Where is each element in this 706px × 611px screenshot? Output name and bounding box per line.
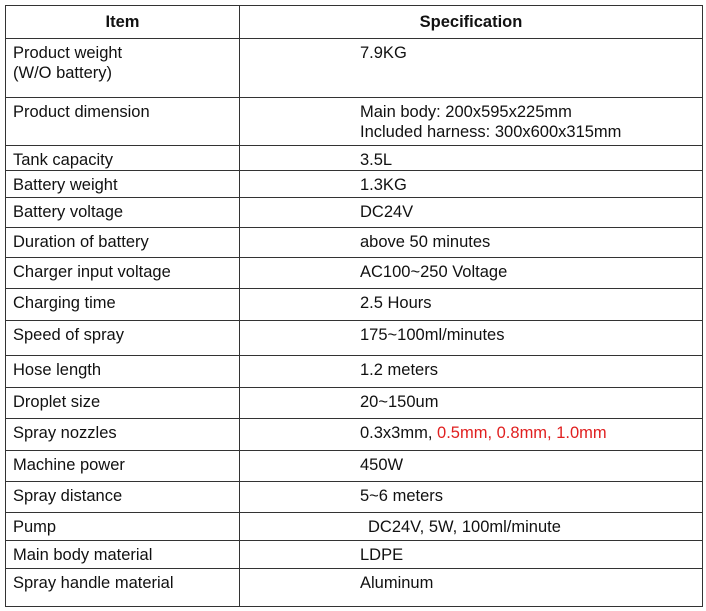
item-label: Main body material bbox=[13, 546, 153, 564]
spec-cell: 5~6 meters bbox=[239, 481, 703, 513]
spec-cell: DC24V bbox=[239, 197, 703, 228]
item-cell: Product weight (W/O battery) bbox=[5, 38, 240, 98]
item-cell: Droplet size bbox=[5, 387, 240, 419]
spec-value: 3.5L bbox=[360, 151, 393, 169]
spec-value-highlight: 0.5mm, 0.8mm, 1.0mm bbox=[437, 424, 607, 442]
spec-cell: 20~150um bbox=[239, 387, 703, 419]
item-cell: Machine power bbox=[5, 450, 240, 482]
item-cell: Product dimension bbox=[5, 97, 240, 146]
table-row: Tank capacity 3.5L bbox=[5, 145, 703, 171]
spec-cell: 2.5 Hours bbox=[239, 288, 703, 321]
spec-cell: 1.2 meters bbox=[239, 355, 703, 388]
table-row: Spray nozzles 0.3x3mm, 0.5mm, 0.8mm, 1.0m… bbox=[5, 418, 703, 451]
spec-value: DC24V, 5W, 100ml/minute bbox=[368, 518, 561, 536]
spec-cell: above 50 minutes bbox=[239, 227, 703, 258]
item-label: Battery weight bbox=[13, 176, 118, 194]
item-cell: Spray handle material bbox=[5, 568, 240, 607]
spec-value: 0.3x3mm, bbox=[360, 424, 438, 442]
table-row: Droplet size 20~150um bbox=[5, 387, 703, 419]
table-row: Battery weight 1.3KG bbox=[5, 170, 703, 198]
item-label: Charging time bbox=[13, 294, 116, 312]
spec-value: AC100~250 Voltage bbox=[360, 263, 508, 281]
item-label: Pump bbox=[13, 518, 57, 536]
item-label: Speed of spray bbox=[13, 326, 124, 344]
table-row: Battery voltage DC24V bbox=[5, 197, 703, 228]
item-label: Charger input voltage bbox=[13, 263, 171, 281]
item-cell: Speed of spray bbox=[5, 320, 240, 356]
spec-cell: 450W bbox=[239, 450, 703, 482]
table-row: Charger input voltage AC100~250 Voltage bbox=[5, 257, 703, 289]
item-cell: Tank capacity bbox=[5, 145, 240, 171]
spec-value: 175~100ml/minutes bbox=[360, 326, 505, 344]
spec-value: Main body: 200x595x225mm bbox=[360, 103, 572, 121]
item-label: Machine power bbox=[13, 456, 125, 474]
specification-table: Item Specification Product weight (W/O b… bbox=[5, 5, 703, 607]
item-cell: Duration of battery bbox=[5, 227, 240, 258]
spec-cell: DC24V, 5W, 100ml/minute bbox=[239, 512, 703, 541]
header-row: Item Specification bbox=[5, 5, 703, 39]
spec-value-line2: Included harness: 300x600x315mm bbox=[360, 123, 622, 141]
item-cell: Battery weight bbox=[5, 170, 240, 198]
spec-value: 450W bbox=[360, 456, 404, 474]
item-cell: Pump bbox=[5, 512, 240, 541]
spec-cell: 3.5L bbox=[239, 145, 703, 171]
spec-cell: Aluminum bbox=[239, 568, 703, 607]
item-label: Droplet size bbox=[13, 393, 101, 411]
spec-value: 5~6 meters bbox=[360, 487, 443, 505]
item-cell: Battery voltage bbox=[5, 197, 240, 228]
spec-value: Aluminum bbox=[360, 574, 434, 592]
spec-value: 1.3KG bbox=[360, 176, 407, 194]
header-specification: Specification bbox=[239, 5, 703, 39]
spec-value: LDPE bbox=[360, 546, 404, 564]
spec-cell: Main body: 200x595x225mm Included harness… bbox=[239, 97, 703, 146]
item-cell: Hose length bbox=[5, 355, 240, 388]
table-row: Spray handle material Aluminum bbox=[5, 568, 703, 607]
table-row: Machine power 450W bbox=[5, 450, 703, 482]
item-cell: Charger input voltage bbox=[5, 257, 240, 289]
table-row: Product weight (W/O battery) 7.9KG bbox=[5, 38, 703, 98]
item-label: Tank capacity bbox=[13, 151, 113, 169]
spec-cell: 175~100ml/minutes bbox=[239, 320, 703, 356]
spec-value: 1.2 meters bbox=[360, 361, 438, 379]
item-cell: Spray nozzles bbox=[5, 418, 240, 451]
spec-value: 7.9KG bbox=[360, 44, 407, 62]
item-label: Hose length bbox=[13, 361, 102, 379]
item-label: Spray handle material bbox=[13, 574, 174, 592]
item-label-line2: (W/O battery) bbox=[13, 64, 113, 82]
table-row: Spray distance 5~6 meters bbox=[5, 481, 703, 513]
table-row: Duration of battery above 50 minutes bbox=[5, 227, 703, 258]
table-row: Main body material LDPE bbox=[5, 540, 703, 569]
spec-value: above 50 minutes bbox=[360, 233, 491, 251]
table-row: Product dimension Main body: 200x595x225m… bbox=[5, 97, 703, 146]
spec-value: 2.5 Hours bbox=[360, 294, 432, 312]
item-cell: Main body material bbox=[5, 540, 240, 569]
table-row: Hose length 1.2 meters bbox=[5, 355, 703, 388]
item-label: Product dimension bbox=[13, 103, 150, 121]
item-label: Battery voltage bbox=[13, 203, 124, 221]
spec-value: 20~150um bbox=[360, 393, 439, 411]
item-label: Duration of battery bbox=[13, 233, 149, 251]
header-item: Item bbox=[5, 5, 240, 39]
item-label: Spray nozzles bbox=[13, 424, 117, 442]
item-label: Spray distance bbox=[13, 487, 123, 505]
spec-cell: AC100~250 Voltage bbox=[239, 257, 703, 289]
spec-cell: 0.3x3mm, 0.5mm, 0.8mm, 1.0mm bbox=[239, 418, 703, 451]
table-row: Pump DC24V, 5W, 100ml/minute bbox=[5, 512, 703, 541]
table-row: Speed of spray 175~100ml/minutes bbox=[5, 320, 703, 356]
spec-cell: 7.9KG bbox=[239, 38, 703, 98]
table-row: Charging time 2.5 Hours bbox=[5, 288, 703, 321]
spec-cell: LDPE bbox=[239, 540, 703, 569]
spec-cell: 1.3KG bbox=[239, 170, 703, 198]
item-label: Product weight bbox=[13, 44, 123, 62]
item-cell: Charging time bbox=[5, 288, 240, 321]
item-cell: Spray distance bbox=[5, 481, 240, 513]
spec-value: DC24V bbox=[360, 203, 414, 221]
